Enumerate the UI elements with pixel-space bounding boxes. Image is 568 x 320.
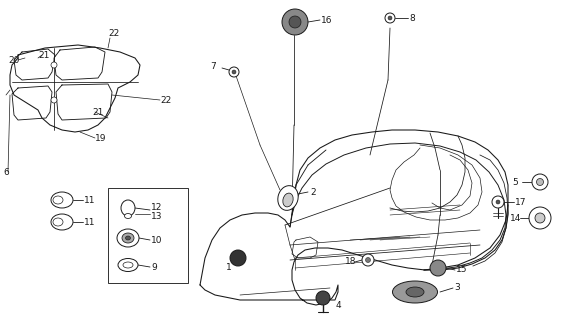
- Text: 9: 9: [151, 262, 157, 271]
- Ellipse shape: [283, 193, 293, 207]
- Text: 1: 1: [226, 263, 232, 273]
- Circle shape: [362, 254, 374, 266]
- Text: 17: 17: [515, 197, 527, 206]
- Circle shape: [230, 250, 246, 266]
- Text: 15: 15: [456, 266, 467, 275]
- Circle shape: [51, 97, 57, 103]
- Ellipse shape: [392, 281, 437, 303]
- Text: 8: 8: [409, 13, 415, 22]
- Text: 16: 16: [321, 15, 332, 25]
- Ellipse shape: [406, 287, 424, 297]
- Circle shape: [365, 258, 370, 262]
- Text: 19: 19: [95, 133, 107, 142]
- Text: 12: 12: [151, 203, 162, 212]
- Ellipse shape: [121, 200, 135, 216]
- Ellipse shape: [123, 262, 133, 268]
- Circle shape: [537, 179, 544, 186]
- Ellipse shape: [53, 196, 63, 204]
- Text: 13: 13: [151, 212, 162, 220]
- Text: 10: 10: [151, 236, 162, 244]
- Ellipse shape: [51, 214, 73, 230]
- Ellipse shape: [51, 192, 73, 208]
- Ellipse shape: [124, 213, 132, 219]
- Circle shape: [535, 213, 545, 223]
- Ellipse shape: [122, 233, 134, 243]
- Circle shape: [385, 13, 395, 23]
- Ellipse shape: [53, 218, 63, 226]
- Ellipse shape: [117, 229, 139, 247]
- Ellipse shape: [126, 236, 131, 240]
- Circle shape: [289, 16, 301, 28]
- Circle shape: [529, 207, 551, 229]
- Text: 20: 20: [8, 55, 19, 65]
- Circle shape: [430, 260, 446, 276]
- Circle shape: [282, 9, 308, 35]
- Ellipse shape: [118, 259, 138, 271]
- Circle shape: [532, 174, 548, 190]
- Text: 7: 7: [210, 61, 216, 70]
- Circle shape: [388, 16, 392, 20]
- Text: 22: 22: [108, 28, 119, 37]
- Ellipse shape: [278, 186, 298, 210]
- Text: 3: 3: [454, 284, 460, 292]
- Circle shape: [316, 291, 330, 305]
- Circle shape: [51, 62, 57, 68]
- Circle shape: [492, 196, 504, 208]
- Text: 18: 18: [345, 258, 357, 267]
- Circle shape: [232, 70, 236, 74]
- Text: 6: 6: [3, 167, 9, 177]
- Text: 14: 14: [510, 213, 521, 222]
- Text: 2: 2: [310, 188, 316, 196]
- Circle shape: [496, 200, 500, 204]
- Text: 22: 22: [160, 95, 171, 105]
- Circle shape: [229, 67, 239, 77]
- Text: 4: 4: [336, 300, 341, 309]
- Text: 11: 11: [84, 218, 95, 227]
- Text: 11: 11: [84, 196, 95, 204]
- Text: 21: 21: [92, 108, 103, 116]
- Text: 5: 5: [512, 178, 518, 187]
- Text: 21: 21: [38, 51, 49, 60]
- Bar: [108, 188, 188, 283]
